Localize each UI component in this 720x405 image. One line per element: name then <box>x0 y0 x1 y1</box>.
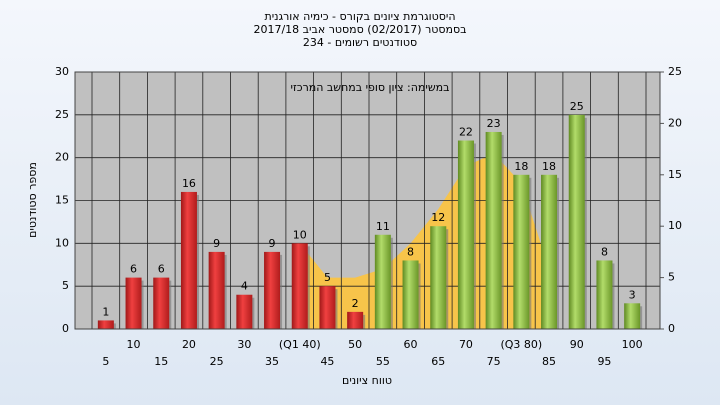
y2-tick-label: 10 <box>668 219 682 232</box>
data-label: 18 <box>542 160 556 173</box>
x-tick-label: 30 <box>237 338 251 351</box>
y-tick-label: 0 <box>62 322 69 335</box>
x-tick-label: (Q1 40) <box>279 338 321 351</box>
x-tick-label: 5 <box>102 355 109 368</box>
data-label: 22 <box>459 126 473 139</box>
bar <box>125 277 142 329</box>
bar <box>457 140 474 329</box>
y-axis-title: מספר סטודנטים <box>26 162 39 238</box>
bar <box>97 320 114 329</box>
bar <box>430 226 447 329</box>
x-tick-label: 10 <box>127 338 141 351</box>
data-label: 6 <box>158 263 165 276</box>
data-label: 4 <box>241 280 248 293</box>
x-tick-label: 60 <box>404 338 418 351</box>
bar <box>402 260 419 329</box>
bar <box>596 260 613 329</box>
bar <box>153 277 170 329</box>
bar <box>624 303 641 329</box>
x-tick-label: 55 <box>376 355 390 368</box>
bar <box>180 191 197 329</box>
data-label: 25 <box>570 100 584 113</box>
y2-tick-label: 5 <box>668 271 675 284</box>
x-tick-label: 70 <box>459 338 473 351</box>
annotation: במשימה: ציון סופי במחשב המרכזי <box>290 81 449 94</box>
bar <box>541 174 558 329</box>
x-tick-label: 75 <box>487 355 501 368</box>
y-tick-label: 15 <box>55 194 69 207</box>
bar <box>208 251 225 329</box>
plot-border <box>74 71 661 330</box>
bar <box>236 294 253 329</box>
bar <box>513 174 530 329</box>
y-tick-label: 5 <box>62 279 69 292</box>
y2-tick-label: 25 <box>668 65 682 78</box>
data-label: 9 <box>213 237 220 250</box>
bar <box>568 114 585 329</box>
y-tick-label: 10 <box>55 236 69 249</box>
y-tick-label: 20 <box>55 151 69 164</box>
bar <box>374 234 391 329</box>
x-tick-label: 25 <box>210 355 224 368</box>
title-line: בסמסטר (02/2017) סמסטר אביב 2017/18 <box>253 23 466 36</box>
x-tick-label: 45 <box>320 355 334 368</box>
data-label: 3 <box>629 288 636 301</box>
data-label: 23 <box>487 117 501 130</box>
bar <box>291 243 308 329</box>
bar <box>264 251 281 329</box>
data-label: 16 <box>182 177 196 190</box>
y2-tick-label: 20 <box>668 116 682 129</box>
x-tick-label: (Q3 80) <box>500 338 542 351</box>
x-tick-label: 50 <box>348 338 362 351</box>
x-tick-label: 15 <box>154 355 168 368</box>
data-label: 6 <box>130 263 137 276</box>
data-label: 11 <box>376 220 390 233</box>
data-label: 8 <box>407 245 414 258</box>
data-label: 1 <box>102 305 109 318</box>
bar <box>319 286 336 329</box>
x-tick-label: 35 <box>265 355 279 368</box>
x-tick-label: 20 <box>182 338 196 351</box>
bar <box>485 131 502 329</box>
data-label: 2 <box>352 297 359 310</box>
y2-tick-label: 15 <box>668 168 682 181</box>
x-tick-label: 90 <box>570 338 584 351</box>
x-tick-label: 100 <box>622 338 643 351</box>
x-tick-label: 85 <box>542 355 556 368</box>
x-tick-label: 65 <box>431 355 445 368</box>
x-tick-label: 95 <box>597 355 611 368</box>
data-label: 10 <box>293 228 307 241</box>
y2-tick-label: 0 <box>668 322 675 335</box>
bar <box>347 311 364 329</box>
data-label: 18 <box>514 160 528 173</box>
data-label: 8 <box>601 245 608 258</box>
data-label: 12 <box>431 211 445 224</box>
y-tick-label: 25 <box>55 108 69 121</box>
title-line: סטודנטים רשומים - 234 <box>303 36 417 49</box>
x-axis-title: טווח ציונים <box>342 374 392 387</box>
title-line: היסטוגרמת ציונים בקורס - כימיה אורגנית <box>264 10 455 23</box>
data-label: 5 <box>324 271 331 284</box>
y-tick-label: 30 <box>55 65 69 78</box>
data-label: 9 <box>269 237 276 250</box>
